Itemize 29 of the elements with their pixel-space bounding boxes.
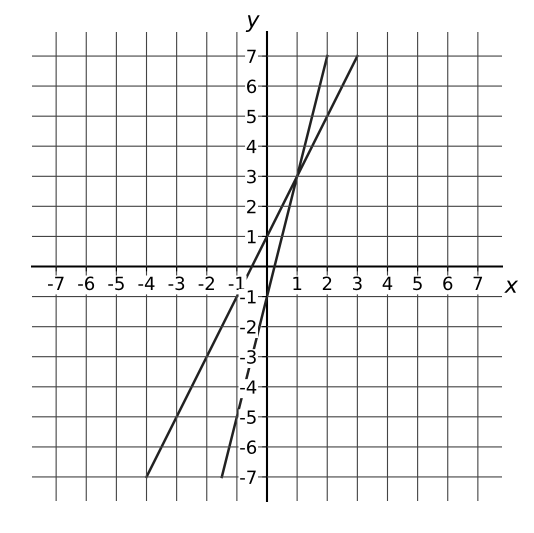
y-tick-label: 5 xyxy=(247,110,256,124)
y-tick-label: -4 xyxy=(240,380,256,394)
y-tick-label: -2 xyxy=(240,320,256,334)
x-tick-label: -2 xyxy=(198,276,214,290)
x-axis-title: x xyxy=(504,280,518,293)
y-tick-label: -1 xyxy=(240,290,256,304)
y-tick-label: 3 xyxy=(247,170,256,184)
x-tick-label: 2 xyxy=(322,276,332,290)
y-tick-label: -5 xyxy=(240,410,256,424)
x-tick-label: 1 xyxy=(293,276,302,290)
y-tick-label: 2 xyxy=(247,200,256,214)
x-tick-label: -3 xyxy=(168,276,184,290)
x-tick-label: 5 xyxy=(413,276,422,290)
y-tick-label: 4 xyxy=(246,140,256,154)
y-tick-label: -7 xyxy=(240,470,256,484)
y-tick-label: 1 xyxy=(248,230,256,244)
x-tick-label: 7 xyxy=(474,276,482,290)
y-tick-label: 6 xyxy=(247,80,256,94)
x-tick-label: 3 xyxy=(353,276,362,290)
x-tick-label: 6 xyxy=(443,276,452,290)
y-axis-title: y xyxy=(246,15,260,32)
x-tick-label: 4 xyxy=(382,276,392,290)
x-tick-label: -7 xyxy=(48,276,64,290)
x-tick-label: -5 xyxy=(108,276,124,290)
x-tick-label: -6 xyxy=(78,276,94,290)
y-tick-label: 7 xyxy=(247,50,256,63)
x-tick-label: -4 xyxy=(138,276,154,290)
y-tick-label: -6 xyxy=(240,440,256,454)
y-tick-label: -3 xyxy=(240,350,256,364)
